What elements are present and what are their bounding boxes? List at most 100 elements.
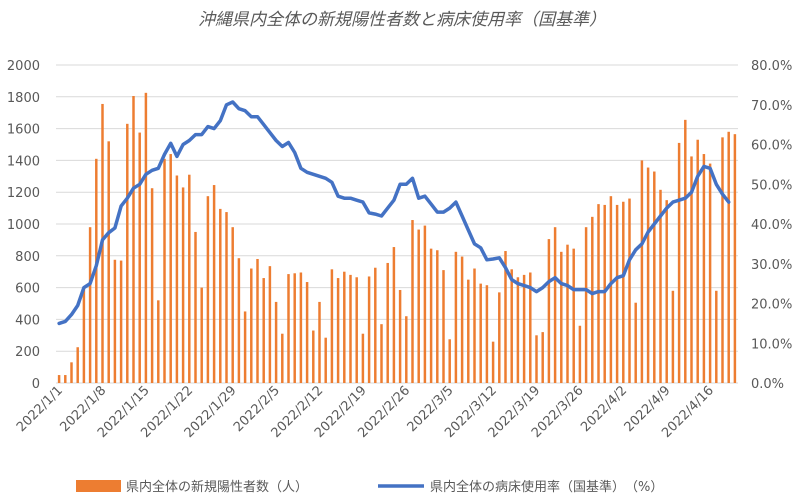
bar xyxy=(522,274,526,383)
left-tick-label: 1600 xyxy=(7,123,40,138)
bar xyxy=(293,273,296,383)
bar xyxy=(299,272,303,383)
right-tick-label: 30.0% xyxy=(751,258,792,273)
right-tick-label: 40.0% xyxy=(751,218,792,233)
bar xyxy=(336,278,340,383)
x-axis: 2022/1/12022/1/82022/1/152022/1/222022/1… xyxy=(14,383,717,441)
bar xyxy=(541,332,544,383)
bar xyxy=(392,247,396,383)
bed-usage-line xyxy=(57,100,731,326)
bar xyxy=(572,248,575,383)
left-tick-label: 1200 xyxy=(7,186,40,201)
right-tick-label: 50.0% xyxy=(751,178,792,193)
bar xyxy=(417,229,420,383)
bar xyxy=(107,141,110,383)
bar xyxy=(70,362,73,383)
bar-series xyxy=(57,92,737,383)
left-tick-label: 200 xyxy=(15,345,40,360)
bar xyxy=(175,175,179,383)
left-tick-label: 600 xyxy=(15,282,40,297)
bar xyxy=(491,341,495,383)
right-tick-label: 10.0% xyxy=(751,337,792,352)
bar xyxy=(380,324,383,383)
bar xyxy=(150,188,154,383)
bar xyxy=(479,283,482,383)
right-tick-label: 20.0% xyxy=(751,298,792,313)
bar xyxy=(200,287,203,383)
bar xyxy=(615,204,619,383)
left-tick-label: 400 xyxy=(15,313,40,328)
bar xyxy=(516,277,520,383)
bar xyxy=(268,266,272,383)
bar xyxy=(578,325,582,383)
bar xyxy=(591,216,594,383)
bar xyxy=(194,231,197,383)
bar xyxy=(411,220,414,383)
bar xyxy=(256,258,259,383)
right-tick-label: 60.0% xyxy=(751,139,792,154)
left-tick-label: 2000 xyxy=(7,59,40,74)
right-tick-label: 0.0% xyxy=(751,377,784,392)
bar xyxy=(467,279,470,383)
bar xyxy=(212,185,216,383)
x-tick-label: 2022/4/2 xyxy=(578,383,630,435)
bar xyxy=(485,285,489,383)
bar xyxy=(609,196,613,383)
bar xyxy=(225,212,228,383)
line-series xyxy=(57,100,731,326)
bar xyxy=(622,201,625,383)
bar xyxy=(206,196,210,383)
bar xyxy=(727,131,730,383)
bar xyxy=(696,139,699,383)
legend: 県内全体の新規陽性者数（人） 県内全体の病床使用率（国基準） （%） xyxy=(76,479,663,495)
bar xyxy=(529,272,532,383)
left-tick-label: 1800 xyxy=(7,91,40,106)
bar xyxy=(504,251,507,383)
bar xyxy=(566,244,569,383)
bar xyxy=(597,204,600,383)
bar xyxy=(374,267,377,383)
bar xyxy=(398,289,402,383)
bar xyxy=(88,227,92,383)
chart-title: 沖縄県内全体の新規陽性者数と病床使用率（国基準） xyxy=(198,10,606,30)
bar xyxy=(454,251,458,383)
legend-swatch-bar xyxy=(76,480,121,492)
bar xyxy=(361,333,365,383)
bar xyxy=(343,271,346,383)
bar xyxy=(429,248,433,383)
bar xyxy=(237,258,241,383)
bar xyxy=(57,375,61,383)
bar xyxy=(436,250,439,383)
legend-label-line: 県内全体の病床使用率（国基準） （%） xyxy=(430,479,663,495)
bar xyxy=(318,301,321,383)
bar xyxy=(126,123,129,383)
bar xyxy=(473,268,476,383)
bar xyxy=(231,227,234,383)
left-tick-label: 0 xyxy=(32,377,40,392)
bar xyxy=(330,269,334,383)
bar xyxy=(584,227,588,383)
bar xyxy=(324,337,327,383)
bar xyxy=(76,347,79,383)
legend-label-bar: 県内全体の新規陽性者数（人） xyxy=(126,479,308,495)
left-y-axis: 0 200 400 600 800 1000 1200 1400 1600 1800 2000 xyxy=(7,59,40,392)
bar xyxy=(547,239,551,383)
bar xyxy=(163,158,166,383)
bar xyxy=(560,251,563,383)
right-tick-label: 80.0% xyxy=(751,59,792,74)
bar xyxy=(181,187,185,383)
bar xyxy=(287,274,290,383)
bar xyxy=(169,154,172,383)
bar xyxy=(640,160,644,383)
bar xyxy=(250,268,253,383)
bar xyxy=(510,269,513,383)
bar xyxy=(113,259,117,383)
bar xyxy=(305,282,309,383)
bar xyxy=(423,225,427,383)
bar xyxy=(653,171,656,383)
bar xyxy=(64,375,67,383)
bar xyxy=(386,262,389,383)
bar xyxy=(628,198,631,383)
